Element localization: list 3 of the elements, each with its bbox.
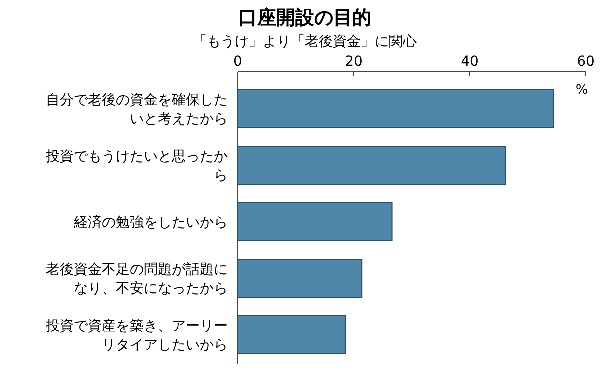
xlabel: % bbox=[576, 83, 588, 98]
subtitle: 「もうけ」より「老後資金」に関心 bbox=[193, 34, 417, 50]
title: 口座開設の目的 bbox=[238, 7, 372, 29]
